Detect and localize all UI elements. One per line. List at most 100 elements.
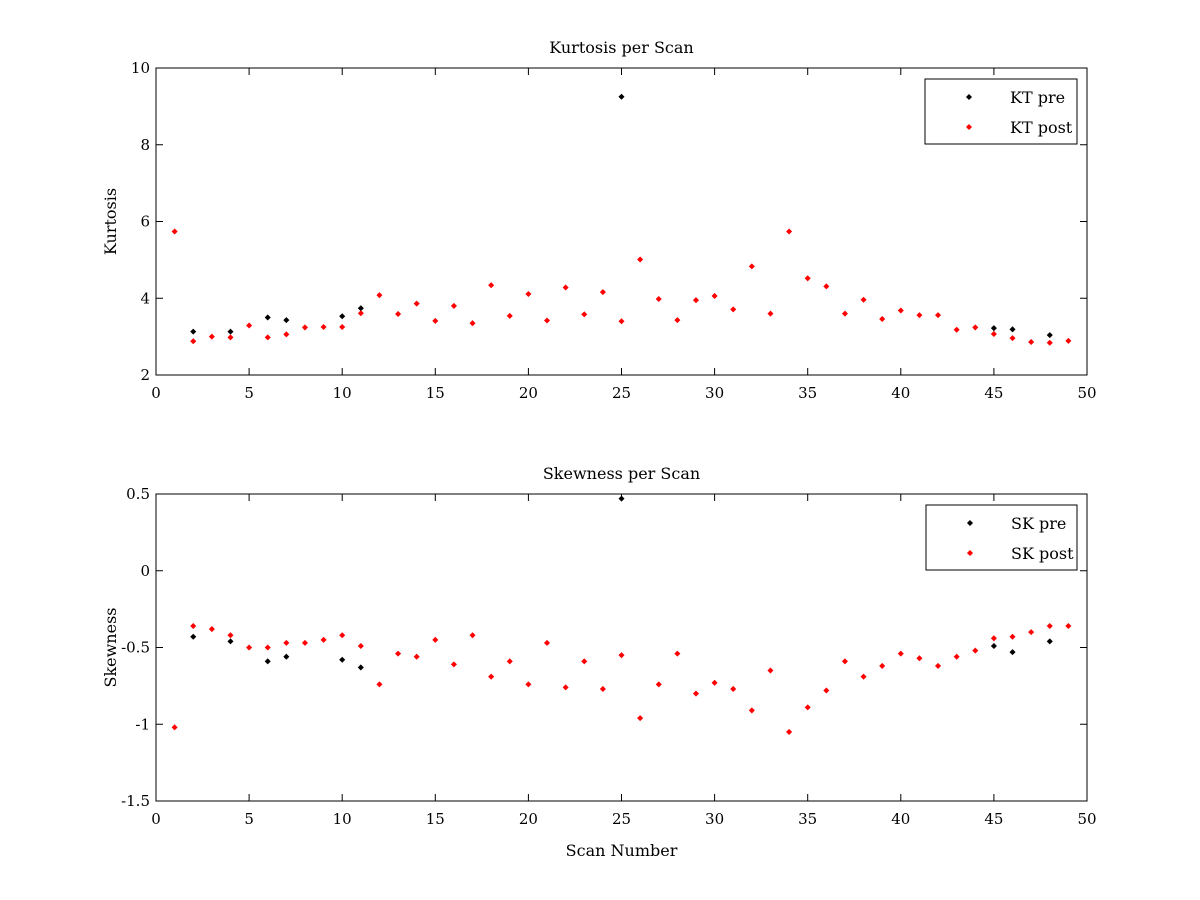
data-point xyxy=(916,655,923,662)
data-point xyxy=(655,295,662,303)
y-tick-label: 10 xyxy=(131,59,150,77)
data-point xyxy=(599,289,606,296)
x-tick-label: 25 xyxy=(612,810,631,828)
legend-label: KT post xyxy=(1010,118,1073,137)
y-axis-label: Skewness xyxy=(101,607,120,687)
data-point xyxy=(953,326,960,333)
data-point xyxy=(506,312,513,319)
data-point xyxy=(190,338,197,345)
data-point xyxy=(413,300,420,307)
data-point xyxy=(562,684,569,691)
data-point xyxy=(190,622,197,630)
data-point xyxy=(543,639,551,646)
x-axis-label: Scan Number xyxy=(566,841,678,860)
chart-title: Skewness per Scan xyxy=(543,464,700,483)
data-point xyxy=(190,633,197,640)
data-point xyxy=(357,664,364,671)
data-point xyxy=(413,653,420,660)
data-point xyxy=(246,644,253,651)
data-point xyxy=(618,495,625,502)
data-point xyxy=(432,636,439,643)
x-tick-label: 35 xyxy=(798,810,817,828)
data-point xyxy=(841,310,848,317)
data-point xyxy=(786,228,793,235)
data-point xyxy=(1028,338,1035,346)
data-point xyxy=(711,292,718,299)
data-point xyxy=(339,324,346,331)
data-point xyxy=(935,662,942,669)
data-point xyxy=(469,320,476,327)
data-point xyxy=(990,635,997,642)
data-point xyxy=(637,715,644,722)
data-point xyxy=(395,650,402,657)
x-tick-label: 50 xyxy=(1077,384,1096,402)
data-point xyxy=(897,650,904,657)
data-point xyxy=(357,310,364,317)
data-point xyxy=(618,318,625,325)
x-tick-label: 20 xyxy=(519,810,538,828)
series-pre xyxy=(190,495,1053,671)
x-tick-label: 30 xyxy=(705,384,724,402)
data-point xyxy=(692,297,700,304)
data-point xyxy=(506,658,513,665)
data-point xyxy=(208,626,215,633)
data-point xyxy=(339,656,346,663)
x-tick-label: 40 xyxy=(891,384,910,402)
plot-panel-2: 0 5 10 15 20 25 30 35 40 45 50 -1.5 -1 -0.5 0 0.5 Skewne… xyxy=(101,464,1097,860)
y-tick-label: 8 xyxy=(140,136,150,154)
data-point xyxy=(283,653,290,660)
x-tick-label: 15 xyxy=(426,810,445,828)
data-point xyxy=(525,681,532,688)
data-point xyxy=(376,292,383,299)
data-point xyxy=(935,312,942,319)
data-point xyxy=(879,315,886,322)
data-point xyxy=(1009,633,1016,640)
y-tick-label: 0 xyxy=(140,562,150,580)
x-tick-label: 30 xyxy=(705,810,724,828)
data-point xyxy=(1046,332,1053,339)
data-point xyxy=(823,687,830,694)
x-tick-label: 40 xyxy=(891,810,910,828)
y-tick-label: 0.5 xyxy=(126,485,150,503)
data-point xyxy=(786,728,793,735)
y-tick-label: -0.5 xyxy=(121,639,150,657)
data-point xyxy=(1046,638,1053,645)
data-point xyxy=(1028,629,1035,636)
series-post xyxy=(171,228,1072,346)
series-pre xyxy=(190,93,1053,339)
legend-box xyxy=(925,504,1078,571)
data-point xyxy=(543,317,551,324)
data-point xyxy=(581,311,588,318)
data-point xyxy=(730,685,737,692)
data-point xyxy=(860,296,867,303)
data-point xyxy=(450,661,457,668)
y-tick-label: -1.5 xyxy=(121,792,150,810)
data-point xyxy=(748,707,755,714)
data-point xyxy=(395,310,402,318)
data-point xyxy=(972,647,979,654)
data-point xyxy=(897,307,904,314)
data-point xyxy=(357,642,364,649)
data-point xyxy=(990,330,997,337)
data-point xyxy=(432,317,439,324)
data-point xyxy=(301,639,308,646)
legend-label: KT pre xyxy=(1010,88,1065,107)
data-point xyxy=(730,306,737,313)
x-tick-label: 10 xyxy=(333,810,352,828)
data-point xyxy=(320,324,327,331)
legend: KT pre KT post xyxy=(924,78,1078,145)
series-post xyxy=(171,622,1072,735)
y-tick-label: 2 xyxy=(140,366,150,384)
data-point xyxy=(562,284,569,291)
data-point xyxy=(674,650,681,657)
data-point xyxy=(916,312,923,319)
data-point xyxy=(283,331,290,338)
data-point xyxy=(841,658,848,665)
plot-panel-1: 0 5 10 15 20 25 30 35 40 45 50 2 4 6 8 10 Kurtosis per S… xyxy=(101,38,1097,402)
x-tick-label: 25 xyxy=(612,384,631,402)
data-point xyxy=(804,704,811,711)
data-point xyxy=(450,302,457,309)
data-point xyxy=(525,291,532,298)
x-tick-label: 20 xyxy=(519,384,538,402)
